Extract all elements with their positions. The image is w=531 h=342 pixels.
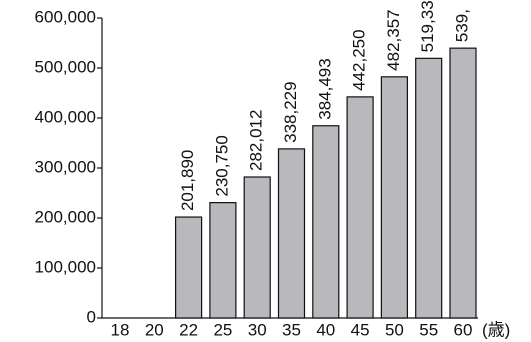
value-label: 442,250 — [350, 29, 369, 90]
x-tick-label: 60 — [454, 320, 473, 339]
value-label: 338,229 — [281, 81, 300, 142]
x-tick-label: 25 — [213, 320, 232, 339]
value-label: 384,493 — [315, 58, 334, 119]
bar — [449, 47, 477, 319]
x-tick-label: 40 — [316, 320, 335, 339]
x-tick-label: 45 — [351, 320, 370, 339]
bar — [346, 96, 374, 319]
x-tick-label: 22 — [179, 320, 198, 339]
x-tick-label: 35 — [282, 320, 301, 339]
x-tick-label: 18 — [111, 320, 130, 339]
bar — [415, 57, 443, 319]
y-tick-label: 600,000 — [35, 7, 96, 26]
bar — [380, 76, 408, 319]
x-tick-label: 30 — [248, 320, 267, 339]
bar — [312, 125, 340, 319]
bar — [175, 216, 203, 319]
y-tick-label: 100,000 — [35, 257, 96, 276]
value-label: 230,750 — [212, 135, 231, 196]
y-tick-label: 400,000 — [35, 107, 96, 126]
value-label: 539, — [452, 9, 471, 42]
value-label: 482,357 — [384, 9, 403, 70]
x-tick-label: 20 — [145, 320, 164, 339]
y-tick-label: 300,000 — [35, 157, 96, 176]
bar — [243, 176, 271, 319]
value-label: 282,012 — [247, 110, 266, 171]
y-tick-label: 0 — [87, 307, 96, 326]
x-tick-label: 55 — [419, 320, 438, 339]
y-tick-label: 500,000 — [35, 57, 96, 76]
value-label: 201,890 — [178, 150, 197, 211]
bar — [277, 148, 306, 319]
x-tick-label: 50 — [385, 320, 404, 339]
y-tick-label: 200,000 — [35, 207, 96, 226]
value-label: 519,33 — [418, 0, 437, 52]
x-unit: (歳) — [482, 320, 510, 339]
bar — [209, 202, 237, 319]
